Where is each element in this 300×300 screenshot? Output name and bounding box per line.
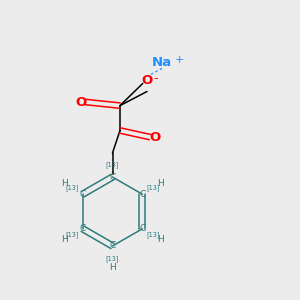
Text: [13]: [13] [65, 184, 79, 191]
Text: O: O [141, 74, 153, 88]
Text: [13]: [13] [106, 255, 119, 262]
Text: -: - [154, 72, 158, 85]
Text: C: C [139, 190, 146, 199]
Text: [13]: [13] [65, 232, 79, 238]
Text: Na: Na [152, 56, 172, 70]
Text: H: H [157, 235, 164, 244]
Text: H: H [61, 179, 68, 188]
Text: +: + [175, 55, 184, 65]
Text: H: H [61, 235, 68, 244]
Text: C: C [139, 224, 146, 233]
Text: O: O [150, 130, 161, 144]
Text: H: H [109, 262, 116, 272]
Text: C: C [80, 190, 86, 199]
Text: [13]: [13] [146, 184, 160, 191]
Text: H: H [157, 179, 164, 188]
Text: [13]: [13] [146, 232, 160, 238]
Text: C: C [110, 172, 116, 182]
Text: [13]: [13] [106, 161, 119, 168]
Text: C: C [80, 224, 86, 233]
Text: O: O [75, 95, 86, 109]
Text: C: C [110, 242, 116, 250]
